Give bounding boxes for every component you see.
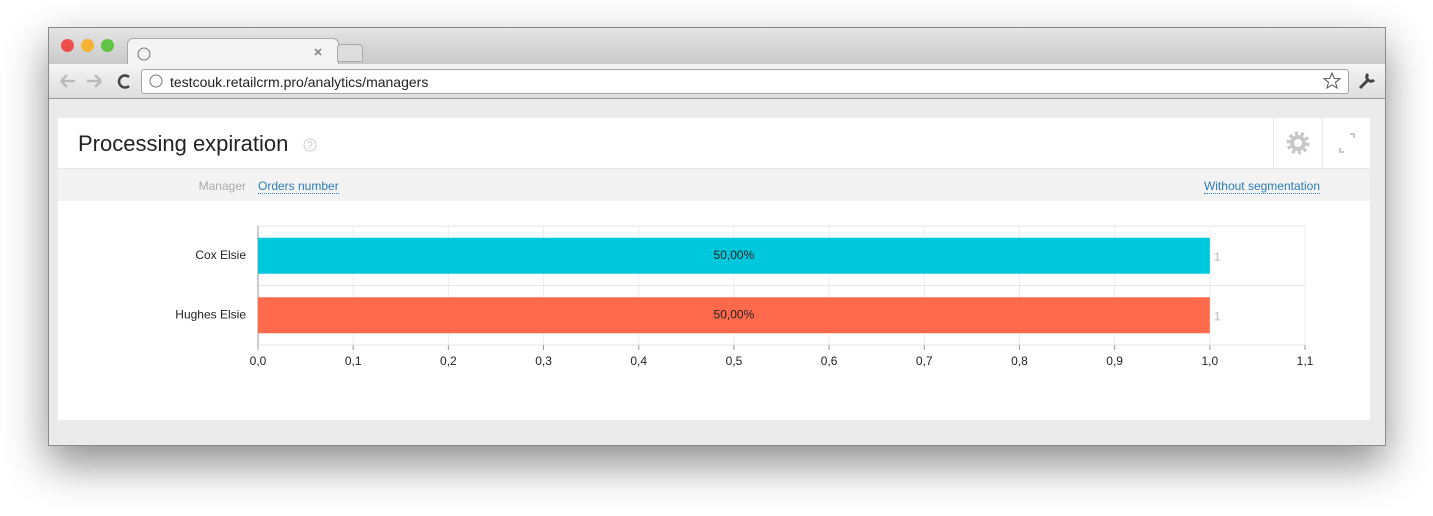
gear-icon — [1286, 131, 1310, 155]
content: Processing expiration Manager Orders num… — [49, 99, 1385, 445]
browser-tab[interactable] — [127, 38, 339, 65]
title-bar — [49, 28, 1385, 65]
zoom-button[interactable] — [101, 39, 114, 52]
toolbar: testcouk.retailcrm.pro/analytics/manager… — [49, 64, 1385, 99]
minimize-button[interactable] — [81, 39, 94, 52]
bookmark-star[interactable] — [1322, 70, 1342, 92]
x-tick-label: 0,7 — [916, 354, 933, 368]
value-label: 1 — [1214, 309, 1221, 323]
value-label: 1 — [1214, 250, 1221, 264]
settings-button[interactable] — [1273, 118, 1322, 168]
x-tick-label: 0,1 — [345, 354, 362, 368]
share-label: 50,00% — [714, 307, 755, 321]
widget-title: Processing expiration — [78, 131, 318, 157]
nav-buttons — [60, 74, 130, 89]
share-label: 50,00% — [714, 248, 755, 262]
forward-button[interactable] — [87, 74, 102, 88]
filter-bar: Manager Orders number Without segmentati… — [58, 168, 1370, 201]
expand-button[interactable] — [1322, 118, 1371, 168]
chart: 0,0 0,1 0,2 0,3 0,4 0,5 0,6 0,7 0,8 0,9 1,0 1,1 Cox … — [175, 225, 1314, 368]
y-tick-label: Cox Elsie — [195, 248, 246, 262]
new-tab[interactable] — [337, 44, 363, 62]
back-button[interactable] — [60, 74, 75, 88]
bar — [258, 297, 1210, 334]
browser-window: testcouk.retailcrm.pro/analytics/manager… — [48, 27, 1386, 446]
url: testcouk.retailcrm.pro/analytics/manager… — [170, 74, 429, 90]
globe-icon — [137, 47, 151, 61]
y-tick-label: Hughes Elsie — [175, 307, 246, 321]
tab-icons — [137, 47, 322, 61]
x-tick-label: 1,1 — [1297, 354, 1314, 368]
x-tick-label: 0,4 — [630, 354, 647, 368]
x-tick-label: 0,5 — [726, 354, 743, 368]
tab-close[interactable] — [314, 48, 322, 56]
group-label: Manager — [198, 179, 246, 193]
close-button[interactable] — [61, 39, 74, 52]
settings-wrench[interactable] — [1355, 64, 1379, 98]
x-tick-label: 0,2 — [440, 354, 457, 368]
x-tick-label: 0,0 — [250, 354, 267, 368]
x-tick-label: 0,6 — [821, 354, 838, 368]
x-tick-label: 0,3 — [535, 354, 552, 368]
widget: Processing expiration Manager Orders num… — [58, 118, 1370, 420]
site-icon — [149, 74, 163, 88]
help-icon[interactable] — [302, 137, 318, 153]
address-bar[interactable]: testcouk.retailcrm.pro/analytics/manager… — [141, 69, 1349, 94]
title-text: Processing expiration — [78, 131, 289, 156]
reload-button[interactable] — [117, 74, 130, 89]
expand-icon — [1339, 133, 1355, 153]
x-tick-label: 0,8 — [1011, 354, 1028, 368]
bar — [258, 237, 1210, 274]
metric-link[interactable]: Orders number — [258, 179, 339, 194]
x-tick-label: 0,9 — [1106, 354, 1123, 368]
x-tick-label: 1,0 — [1201, 354, 1218, 368]
segmentation-link[interactable]: Without segmentation — [1203, 179, 1320, 194]
